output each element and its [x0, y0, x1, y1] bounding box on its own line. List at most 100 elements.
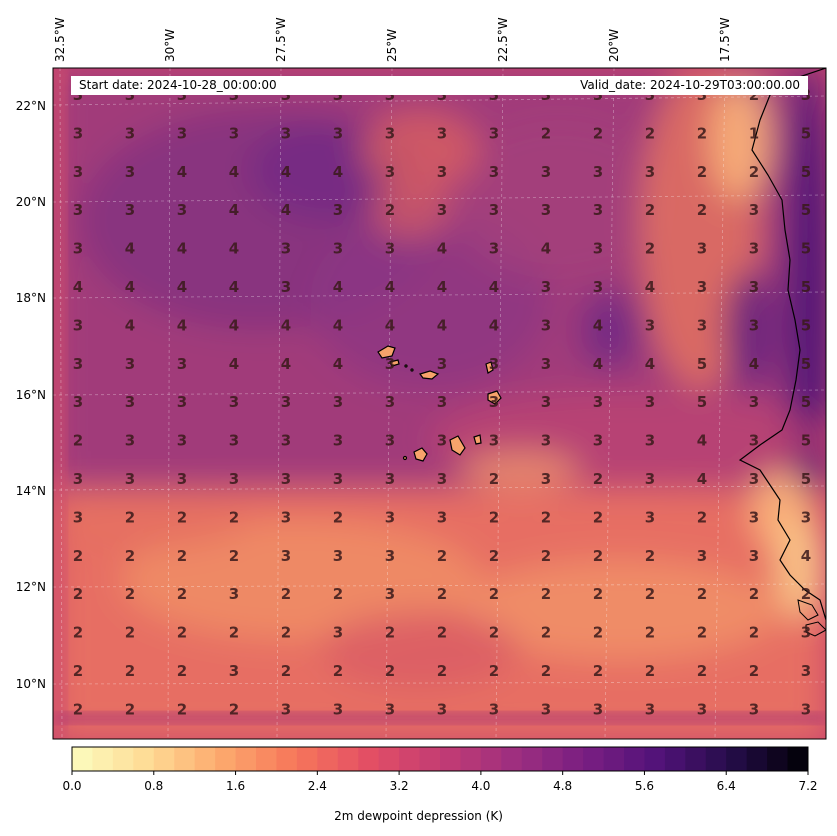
grid-value: 4: [385, 316, 395, 334]
grid-value: 3: [229, 662, 239, 680]
grid-value: 4: [749, 355, 759, 373]
grid-value: 3: [489, 124, 499, 142]
grid-value: 1: [749, 124, 759, 142]
grid-value: 3: [73, 124, 83, 142]
grid-value: 4: [645, 278, 655, 296]
grid-value: 3: [645, 393, 655, 411]
grid-value: 2: [593, 624, 603, 642]
grid-value: 2: [489, 585, 499, 603]
colorbar-segment: [215, 747, 237, 771]
grid-value: 2: [73, 585, 83, 603]
grid-value: 3: [593, 240, 603, 258]
grid-value: 3: [125, 432, 135, 450]
grid-value: 2: [125, 585, 135, 603]
grid-value: 3: [489, 163, 499, 181]
grid-value: 3: [593, 432, 603, 450]
grid-value: 2: [801, 585, 811, 603]
longitude-label: 25°W: [385, 28, 399, 62]
colorbar-segment: [296, 747, 318, 771]
grid-value: 2: [281, 662, 291, 680]
grid-value: 3: [73, 393, 83, 411]
grid-value: 2: [541, 662, 551, 680]
grid-value: 3: [177, 432, 187, 450]
grid-value: 2: [177, 700, 187, 718]
grid-value: 3: [645, 86, 655, 104]
grid-value: 4: [281, 316, 291, 334]
grid-value: 2: [385, 201, 395, 219]
grid-value: 2: [749, 662, 759, 680]
latitude-label: 20°N: [15, 195, 46, 209]
colorbar-tick-label: 4.0: [471, 779, 491, 793]
grid-value: 4: [697, 470, 707, 488]
grid-value: 2: [697, 662, 707, 680]
grid-value: 3: [749, 470, 759, 488]
grid-value: 3: [593, 163, 603, 181]
grid-value: 4: [229, 240, 239, 258]
grid-value: 4: [73, 278, 83, 296]
grid-value: 3: [437, 432, 447, 450]
grid-value: 3: [593, 700, 603, 718]
grid-value: 2: [749, 163, 759, 181]
colorbar: [71, 746, 809, 775]
grid-value: 5: [801, 355, 811, 373]
grid-value: 3: [749, 201, 759, 219]
colorbar-segment: [440, 747, 461, 771]
grid-value: 3: [645, 316, 655, 334]
grid-value: 2: [489, 547, 499, 565]
grid-value: 2: [593, 662, 603, 680]
latitude-label: 22°N: [15, 99, 46, 113]
grid-value: 3: [281, 508, 291, 526]
grid-value: 4: [437, 316, 447, 334]
grid-value: 5: [801, 393, 811, 411]
grid-value: 2: [333, 508, 343, 526]
grid-value: 3: [593, 393, 603, 411]
grid-value: 3: [489, 700, 499, 718]
grid-value: 2: [437, 662, 447, 680]
grid-value: 3: [229, 393, 239, 411]
grid-value: 4: [125, 278, 135, 296]
colorbar-segment: [378, 747, 400, 771]
grid-value: 3: [437, 508, 447, 526]
grid-value: 3: [229, 86, 239, 104]
grid-value-layer: 3 3 3 3 3 3 3 3 3 3 3 3 3 2 3 5 3 3 3 3 3 3 3 3 3 2 2 2 2 1 5 3 3 4 4 4 4 3 3 3…: [73, 86, 811, 718]
colorbar-segment: [174, 747, 196, 771]
grid-value: 2: [593, 585, 603, 603]
latitude-label: 16°N: [15, 388, 46, 402]
grid-value: 3: [177, 124, 187, 142]
grid-value: 2: [697, 624, 707, 642]
grid-value: 4: [593, 316, 603, 334]
grid-value: 2: [73, 547, 83, 565]
grid-value: 2: [177, 662, 187, 680]
grid-value: 4: [801, 547, 811, 565]
grid-value: 3: [333, 393, 343, 411]
grid-value: 3: [125, 201, 135, 219]
grid-value: 2: [229, 547, 239, 565]
grid-value: 3: [437, 393, 447, 411]
grid-value: 3: [593, 278, 603, 296]
grid-value: 2: [645, 124, 655, 142]
colorbar-segment: [480, 747, 502, 771]
grid-value: 3: [645, 470, 655, 488]
colorbar-segment: [664, 747, 686, 771]
grid-value: 2: [437, 624, 447, 642]
grid-value: 3: [801, 508, 811, 526]
grid-value: 4: [645, 355, 655, 373]
grid-value: 2: [177, 624, 187, 642]
grid-value: 3: [749, 240, 759, 258]
dewpoint-field: [53, 68, 826, 739]
grid-value: 3: [229, 470, 239, 488]
grid-value: 3: [385, 124, 395, 142]
colorbar-segment: [767, 747, 789, 771]
grid-value: 3: [697, 278, 707, 296]
grid-value: 2: [541, 624, 551, 642]
grid-value: 3: [333, 240, 343, 258]
grid-value: 4: [385, 278, 395, 296]
grid-value: 3: [541, 86, 551, 104]
grid-value: 2: [73, 662, 83, 680]
grid-value: 2: [437, 585, 447, 603]
grid-value: 3: [541, 432, 551, 450]
grid-value: 3: [437, 355, 447, 373]
longitude-label: 27.5°W: [274, 17, 288, 62]
grid-value: 3: [489, 240, 499, 258]
